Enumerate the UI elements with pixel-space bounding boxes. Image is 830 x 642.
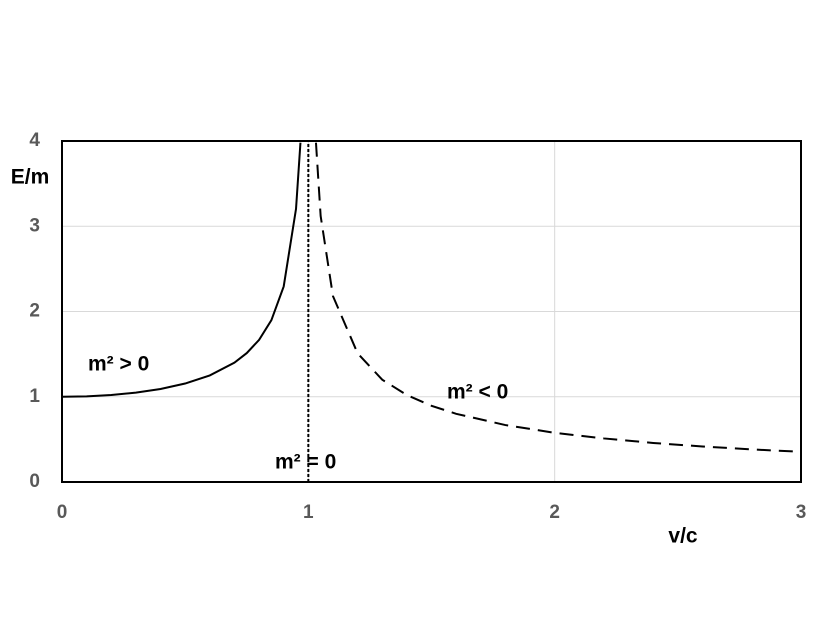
x-tick-label: 2 [549,502,560,523]
series-label: m² > 0 [88,353,149,376]
series-label: m² = 0 [275,451,336,474]
y-tick-label: 2 [29,301,40,322]
data-line [61,142,302,398]
series-label: m² < 0 [447,381,508,404]
y-tick-label: 1 [29,386,40,407]
y-axis-label: E/m [11,166,50,189]
plot-frame [61,140,802,483]
x-tick-label: 3 [796,502,807,523]
y-tick-label: 0 [29,471,40,492]
y-tick-label: 3 [29,215,40,236]
x-axis-label: v/c [668,525,698,548]
x-tick-label: 1 [303,502,314,523]
y-tick-label: 4 [29,130,40,151]
x-tick-label: 0 [57,502,68,523]
data-line [314,142,802,453]
